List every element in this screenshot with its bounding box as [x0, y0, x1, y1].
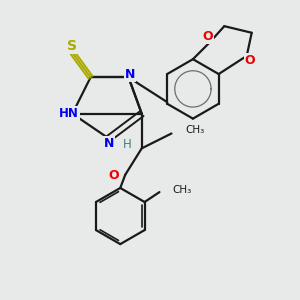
Text: N: N	[125, 68, 135, 80]
Text: O: O	[202, 30, 213, 43]
Text: HN: HN	[59, 107, 79, 120]
Text: O: O	[109, 169, 119, 182]
Text: CH₃: CH₃	[185, 125, 205, 135]
Text: CH₃: CH₃	[172, 185, 191, 196]
Text: H: H	[122, 138, 131, 151]
Text: S: S	[68, 39, 77, 53]
Text: O: O	[245, 54, 255, 67]
Text: N: N	[103, 137, 114, 150]
